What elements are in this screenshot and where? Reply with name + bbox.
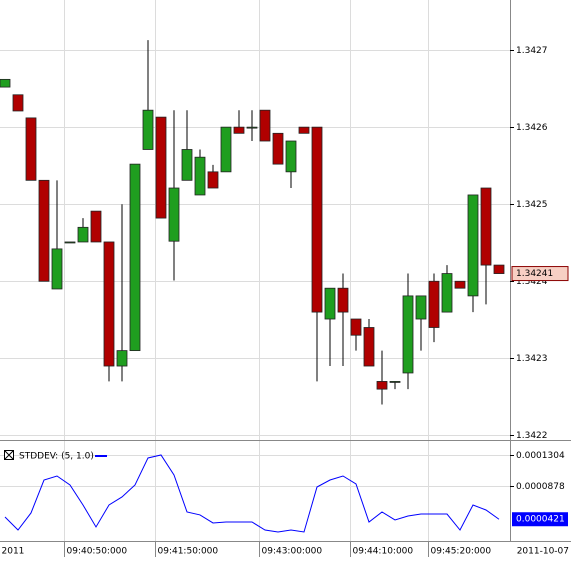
candle-body: [428, 280, 440, 328]
candle-body: [64, 241, 76, 244]
candle-body: [298, 126, 310, 134]
candle-body: [233, 126, 245, 134]
x-tick-label: 09:45:20:000: [431, 547, 492, 557]
x-tick-label: 09:40:50:000: [67, 547, 128, 557]
last-value-box: [512, 512, 568, 527]
candle-body: [467, 194, 479, 297]
last-price-label: 1.34241: [516, 269, 553, 279]
candle-body: [324, 287, 336, 320]
candle-body: [480, 187, 492, 266]
candle-body: [168, 187, 180, 242]
candle-body: [363, 327, 375, 367]
candle-body: [103, 241, 115, 367]
x-tick-label: 09:43:00:000: [262, 547, 323, 557]
candle-body: [376, 381, 388, 390]
x-tick-label: 09:44:10:000: [353, 547, 414, 557]
candle-body: [155, 116, 167, 219]
candle-body: [454, 280, 466, 289]
grid-layer: [0, 0, 510, 541]
candle-body: [194, 156, 206, 196]
candle-body: [441, 273, 453, 313]
candle-body: [0, 78, 11, 88]
y-tick-label: 1.3427: [516, 46, 548, 56]
y-tick-label: 0.0000878: [516, 482, 565, 492]
candle-body: [389, 381, 401, 383]
candle-body: [493, 264, 505, 274]
legend-label: STDDEV: (5, 1.0): [19, 452, 94, 462]
candle-body: [350, 318, 362, 336]
candle-body: [77, 226, 89, 243]
y-tick-label: 1.3425: [516, 200, 548, 210]
candle-body: [12, 94, 24, 112]
candle-body: [207, 171, 219, 189]
candle-body: [415, 295, 427, 320]
last-price-box: [511, 266, 569, 282]
y-tick-label: 1.3424: [516, 277, 548, 287]
candle-body: [116, 350, 128, 367]
candle-body: [337, 287, 349, 313]
legend-checkbox-x: [4, 450, 14, 460]
indicator-legend: STDDEV: (5, 1.0): [4, 450, 107, 462]
x-tick-label: 2011: [2, 547, 25, 557]
y-tick-label: 1.3422: [516, 431, 548, 441]
candle-body: [129, 163, 141, 352]
candle-body: [259, 109, 271, 142]
last-value-label: 0.0000421: [516, 515, 565, 525]
candle-body: [25, 117, 37, 181]
candle-body: [90, 210, 102, 243]
candle-body: [285, 140, 297, 173]
candle-body: [246, 126, 258, 129]
y-tick-label: 1.3426: [516, 123, 548, 133]
candle-body: [272, 132, 284, 165]
candle-body: [181, 149, 193, 181]
candle-body: [220, 126, 232, 173]
candle-body: [311, 126, 323, 313]
candle-body: [142, 109, 154, 150]
candle-body: [51, 248, 63, 290]
y-tick-label: 1.3423: [516, 354, 548, 364]
y-tick-label: 0.0001304: [516, 451, 565, 461]
x-tick-label: 09:41:50:000: [158, 547, 219, 557]
date-label: 2011-10-07: [517, 547, 569, 557]
candle-body: [402, 295, 414, 374]
indicator-line: [4, 454, 500, 533]
candle-body: [38, 179, 50, 282]
